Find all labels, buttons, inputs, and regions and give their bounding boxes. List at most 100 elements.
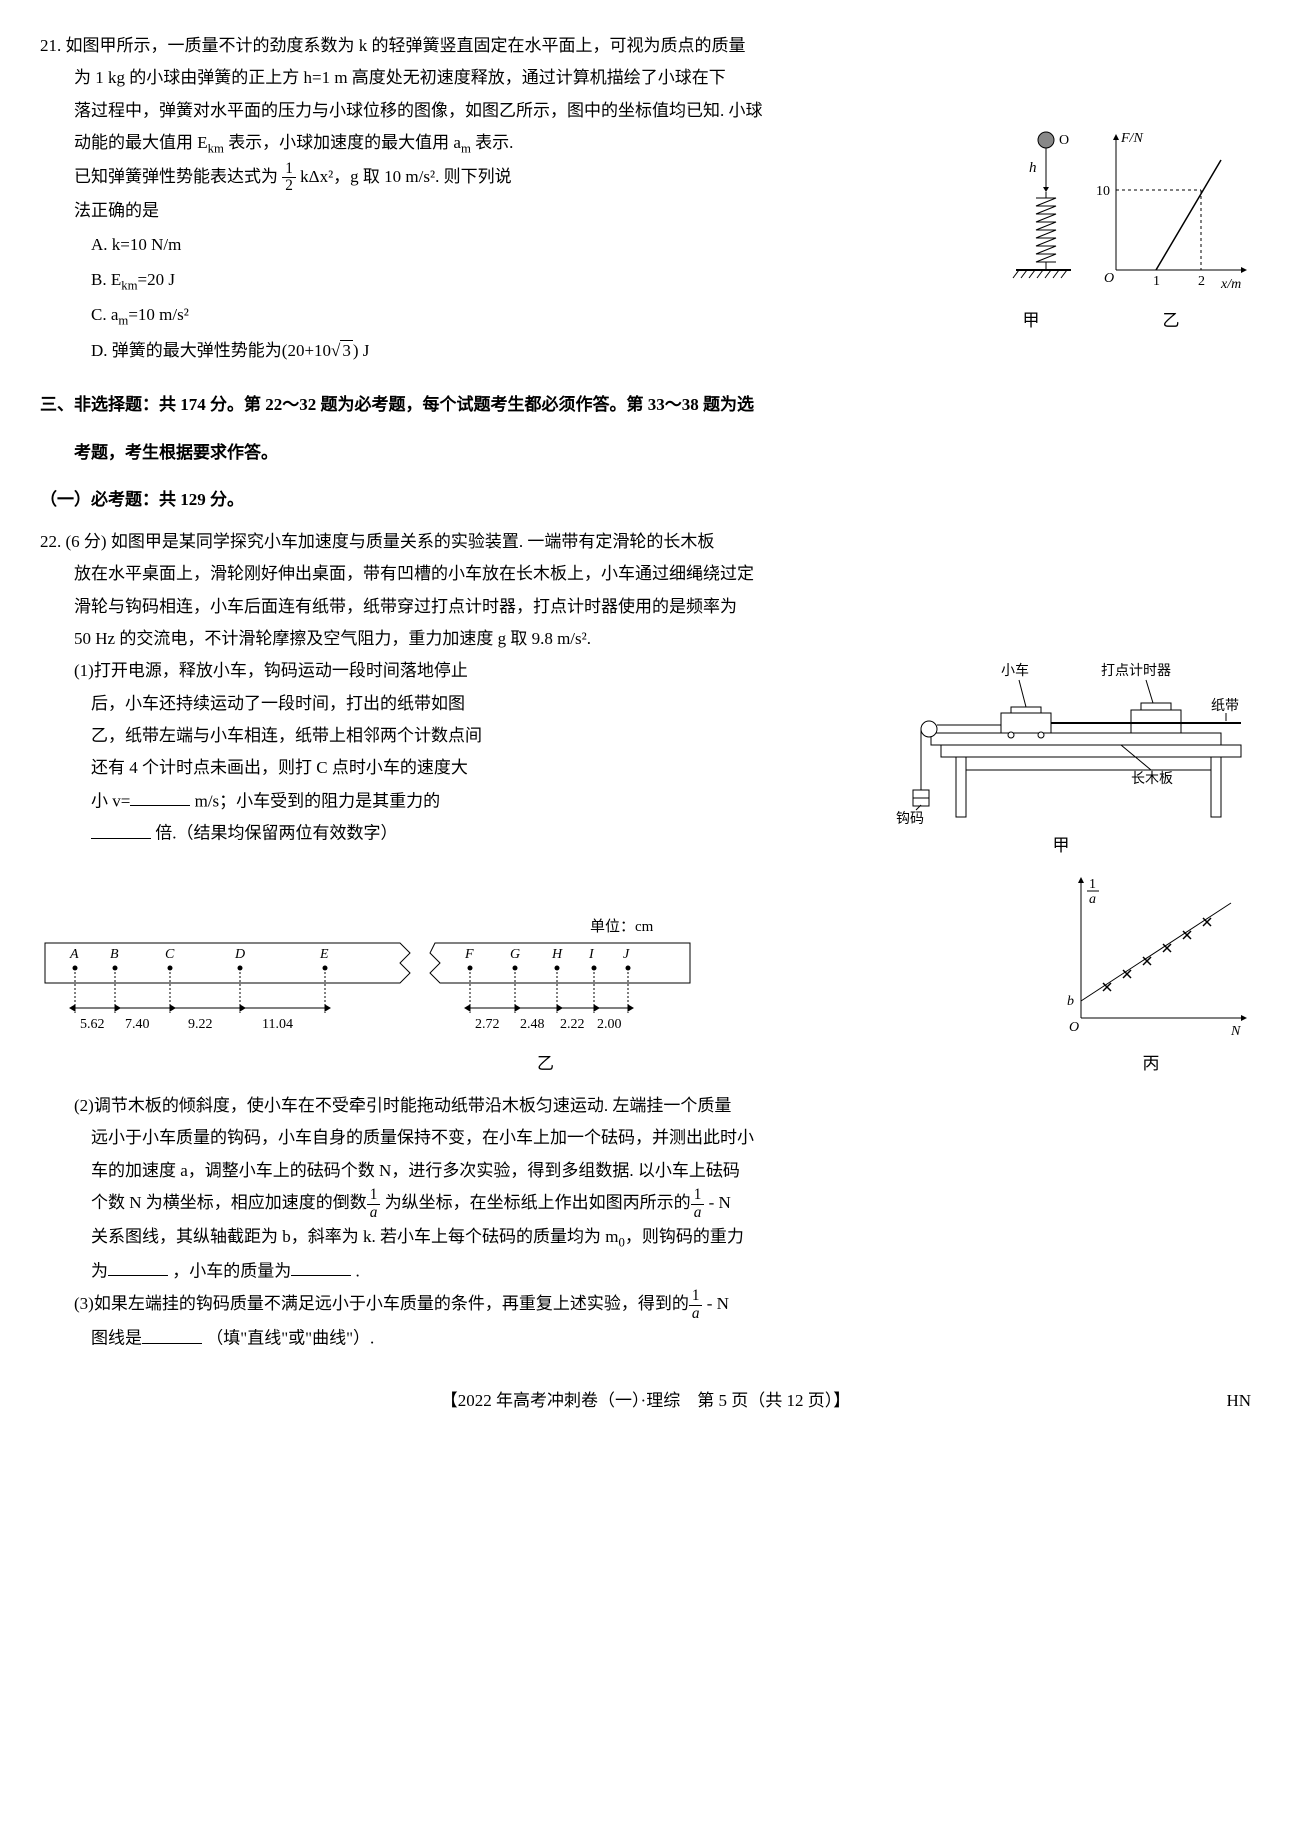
svg-text:A: A xyxy=(69,947,79,962)
spring-diagram: O h xyxy=(991,130,1071,300)
q21-optB: B. Ekm=20 J xyxy=(40,264,991,298)
q22-number: 22. xyxy=(40,532,61,551)
q22-p3-l2: 图线是 （填"直线"或"曲线"）. xyxy=(40,1322,1251,1355)
q21-fig-yi: F/N x/m O 10 1 2 乙 xyxy=(1091,130,1251,337)
q21-l1: 如图甲所示，一质量不计的劲度系数为 k 的轻弹簧竖直固定在水平面上，可视为质点的… xyxy=(66,36,746,55)
svg-text:B: B xyxy=(110,947,119,962)
q21-l4-wrap: 动能的最大值用 Ekm 表示，小球加速度的最大值用 am 表示. xyxy=(40,127,991,161)
svg-text:11.04: 11.04 xyxy=(262,1017,293,1032)
tape-unit: 单位：cm xyxy=(590,918,654,935)
label-zhidai: 纸带 xyxy=(1211,698,1239,714)
q22-p1-l3: 乙，纸带左端与小车相连，纸带上相邻两个计数点间 xyxy=(40,720,871,752)
svg-text:C: C xyxy=(165,947,175,962)
svg-text:1: 1 xyxy=(1089,877,1096,892)
q22-p2-l5b: ，则钩码的重力 xyxy=(625,1227,744,1246)
svg-text:5.62: 5.62 xyxy=(80,1017,105,1032)
q22-p1-l4: 还有 4 个计时点未画出，则打 C 点时小车的速度大 xyxy=(40,752,871,784)
q21-fig-jia: O h 甲 xyxy=(991,130,1071,337)
q22-t3: 滑轮与钩码相连，小车后面连有纸带，纸带穿过打点计时器，打点计时器使用的是频率为 xyxy=(40,591,1251,623)
q22-yi-caption: 乙 xyxy=(40,1048,1051,1080)
question-22: 22. (6 分) 如图甲是某同学探究小车加速度与质量关系的实验装置. 一端带有… xyxy=(40,526,1251,1355)
q21-l5a: 已知弹簧弹性势能表达式为 xyxy=(74,167,278,186)
q22-p3-label: (3) xyxy=(74,1294,94,1313)
q22-p1-l5a: 小 v= xyxy=(91,791,130,810)
q22-p3-l1b: - N xyxy=(707,1294,729,1313)
q21-number: 21. xyxy=(40,36,61,55)
svg-text:E: E xyxy=(319,947,329,962)
blank-line-type[interactable] xyxy=(142,1322,202,1343)
q21-l4a: 动能的最大值用 E xyxy=(74,133,208,152)
q21-optB-a: B. E xyxy=(91,270,121,289)
question-21: 21. 如图甲所示，一质量不计的劲度系数为 k 的轻弹簧竖直固定在水平面上，可视… xyxy=(40,30,1251,369)
q22-p2: (2)调节木板的倾斜度，使小车在不受牵引时能拖动纸带沿木板匀速运动. 左端挂一个… xyxy=(40,1090,1251,1122)
svg-text:F: F xyxy=(464,947,474,962)
q22-t1: 如图甲是某同学探究小车加速度与质量关系的实验装置. 一端带有定滑轮的长木板 xyxy=(111,532,715,551)
q22-p2-l4a: 个数 N 为横坐标，相应加速度的倒数 xyxy=(91,1193,367,1212)
origin-bing: O xyxy=(1069,1020,1079,1035)
q21-jia-caption: 甲 xyxy=(991,305,1071,337)
q22-points: (6 分) xyxy=(66,532,107,551)
q22-p1-label: (1) xyxy=(74,661,94,680)
section3-title-l1: 三、非选择题：共 174 分。第 22～32 题为必考题，每个试题考生都必须作答… xyxy=(40,395,754,414)
q22-p3-l2a: 图线是 xyxy=(91,1329,142,1348)
q22-fig-bing: 1 a N O b 丙 xyxy=(1051,873,1251,1080)
q21-l2: 为 1 kg 的小球由弹簧的正上方 h=1 m 高度处无初速度释放，通过计算机描… xyxy=(40,62,991,94)
section3-title: 三、非选择题：共 174 分。第 22～32 题为必考题，每个试题考生都必须作答… xyxy=(40,389,1251,421)
ytick: 10 xyxy=(1096,184,1110,199)
svg-text:a: a xyxy=(1089,892,1096,907)
svg-text:9.22: 9.22 xyxy=(188,1017,213,1032)
svg-text:H: H xyxy=(551,947,563,962)
q22-p2-l2: 远小于小车质量的钩码，小车自身的质量保持不变，在小车上加一个砝码，并测出此时小 xyxy=(40,1122,1251,1154)
q21-optB-b: =20 J xyxy=(138,270,175,289)
section3-sub1: （一）必考题：共 129 分。 xyxy=(40,484,1251,516)
q22-p2-label: (2) xyxy=(74,1096,94,1115)
xtick1: 1 xyxy=(1153,274,1160,289)
apparatus-diagram: 长木板 钩码 小车 xyxy=(871,655,1251,825)
q22-p2-l5: 关系图线，其纵轴截距为 b，斜率为 k. 若小车上每个砝码的质量均为 m0，则钩… xyxy=(40,1221,1251,1255)
q21-optA: A. k=10 N/m xyxy=(40,229,991,261)
q21-l4c: 表示. xyxy=(475,133,513,152)
q22-p2-l4: 个数 N 为横坐标，相应加速度的倒数1a 为纵坐标，在坐标纸上作出如图丙所示的1… xyxy=(40,1187,1251,1222)
q21-figures: O h 甲 xyxy=(991,30,1251,337)
q22-p1-l6wrap: 倍.（结果均保留两位有效数字） xyxy=(40,817,871,850)
q22-p2-l4b: 为纵坐标，在坐标纸上作出如图丙所示的 xyxy=(385,1193,691,1212)
fn-graph: F/N x/m O 10 1 2 xyxy=(1091,130,1251,300)
blank-weight[interactable] xyxy=(108,1255,168,1276)
q21-text: 21. 如图甲所示，一质量不计的劲度系数为 k 的轻弹簧竖直固定在水平面上，可视… xyxy=(40,30,991,62)
q22-p2-l3: 车的加速度 a，调整小车上的砝码个数 N，进行多次实验，得到多组数据. 以小车上… xyxy=(40,1155,1251,1187)
svg-text:7.40: 7.40 xyxy=(125,1017,150,1032)
svg-text:G: G xyxy=(510,947,520,962)
tape-diagram: 单位：cm A B C D E xyxy=(40,913,760,1043)
q22-fig-jia: 长木板 钩码 小车 xyxy=(871,655,1251,862)
blank-mass[interactable] xyxy=(291,1255,351,1276)
label-O: O xyxy=(1059,133,1069,148)
q22-p2-l1: 调节木板的倾斜度，使小车在不受牵引时能拖动纸带沿木板匀速运动. 左端挂一个质量 xyxy=(94,1096,732,1115)
q22-p2-l6a: 为 xyxy=(91,1261,108,1280)
q21-l5-wrap: 已知弹簧弹性势能表达式为 12 kΔx²，g 取 10 m/s². 则下列说 xyxy=(40,161,991,196)
q21-optD: D. 弹簧的最大弹性势能为(20+10√3) J xyxy=(40,335,991,367)
xtick2: 2 xyxy=(1198,274,1205,289)
q22-p3-l2b: （填"直线"或"曲线"）. xyxy=(206,1329,374,1348)
q22-figs-row: 单位：cm A B C D E xyxy=(40,873,1251,1080)
blank-v[interactable] xyxy=(130,785,190,806)
q22-fig-yi: 单位：cm A B C D E xyxy=(40,913,1051,1080)
xlabel-N: N xyxy=(1230,1024,1241,1039)
q22-p2-l6: 为 ，小车的质量为 . xyxy=(40,1255,1251,1288)
intercept-b: b xyxy=(1067,994,1074,1009)
graph-bing: 1 a N O b xyxy=(1051,873,1251,1043)
svg-text:D: D xyxy=(234,947,245,962)
q22-p3: (3)如果左端挂的钩码质量不满足远小于小车质量的条件，再重复上述实验，得到的1a… xyxy=(40,1288,1251,1323)
q22-p2-l6b: ，小车的质量为 xyxy=(172,1261,291,1280)
q22-p1-l5b: m/s；小车受到的阻力是其重力的 xyxy=(195,791,441,810)
svg-text:2.22: 2.22 xyxy=(560,1017,585,1032)
q22-jia-caption: 甲 xyxy=(871,830,1251,862)
q22-p1-l6: 倍.（结果均保留两位有效数字） xyxy=(155,824,397,843)
q21-yi-caption: 乙 xyxy=(1091,305,1251,337)
svg-text:2.00: 2.00 xyxy=(597,1017,622,1032)
q21-optC-b: =10 m/s² xyxy=(128,305,189,324)
q22-bing-caption: 丙 xyxy=(1051,1048,1251,1080)
blank-ratio[interactable] xyxy=(91,817,151,838)
origin: O xyxy=(1104,271,1114,286)
label-changmuban: 长木板 xyxy=(1131,771,1173,787)
label-dadian: 打点计时器 xyxy=(1101,662,1171,679)
